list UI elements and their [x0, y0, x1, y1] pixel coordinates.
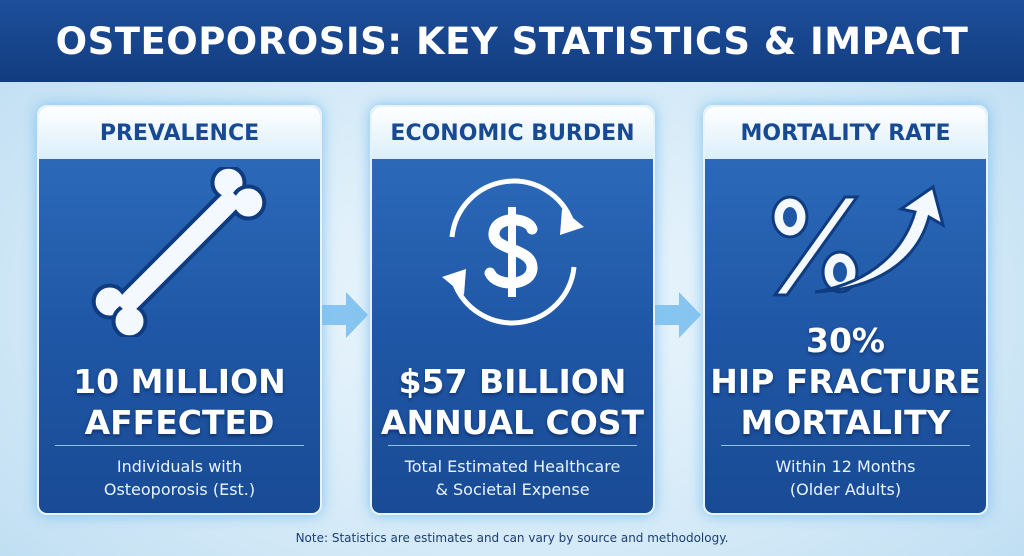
stat-line: 10 MILLION [73, 362, 286, 401]
card-heading: ECONOMIC BURDEN [372, 107, 653, 159]
stat-line: HIP FRACTURE [710, 362, 981, 401]
stat-line: MORTALITY [740, 403, 951, 442]
description-line: Within 12 Months [775, 457, 916, 476]
percent-trend-icon [771, 184, 946, 297]
footnote: Note: Statistics are estimates and can v… [295, 531, 729, 545]
description: Total Estimated Healthcare & Societal Ex… [372, 455, 653, 501]
stat: $57 BILLION ANNUAL COST [372, 361, 653, 443]
card-heading: PREVALENCE [39, 107, 320, 159]
description: Within 12 Months (Older Adults) [705, 455, 986, 501]
description: Individuals with Osteoporosis (Est.) [39, 455, 320, 501]
dollar-cycle-icon [442, 178, 584, 326]
card: PREVALENCE 10 MILLION AFFECTED Individua… [37, 105, 322, 515]
divider [721, 445, 970, 446]
bone-icon [91, 167, 267, 337]
flow-arrow [655, 292, 701, 338]
description-line: Individuals with [116, 457, 243, 476]
divider [388, 445, 637, 446]
card: MORTALITY RATE 30% HIP FRACTURE MORTALIT… [703, 105, 988, 515]
description-line: Osteoporosis (Est.) [103, 480, 256, 499]
stat-line: $57 BILLION [398, 362, 627, 401]
description-line: & Societal Expense [435, 480, 590, 499]
title-bar: OSTEOPOROSIS: KEY STATISTICS & IMPACT [0, 0, 1024, 82]
stat: 30% HIP FRACTURE MORTALITY [705, 320, 986, 443]
card-heading: MORTALITY RATE [705, 107, 986, 159]
description-line: Total Estimated Healthcare [404, 457, 621, 476]
divider [55, 445, 304, 446]
title: OSTEOPOROSIS: KEY STATISTICS & IMPACT [55, 19, 969, 63]
stat: 10 MILLION AFFECTED [39, 361, 320, 443]
description-line: (Older Adults) [789, 480, 902, 499]
flow-arrow [322, 292, 368, 338]
stat-line: 30% [806, 321, 885, 360]
stat-line: AFFECTED [84, 403, 275, 442]
card: ECONOMIC BURDEN $57 BILLION ANNUAL COST … [370, 105, 655, 515]
stat-line: ANNUAL COST [380, 403, 645, 442]
